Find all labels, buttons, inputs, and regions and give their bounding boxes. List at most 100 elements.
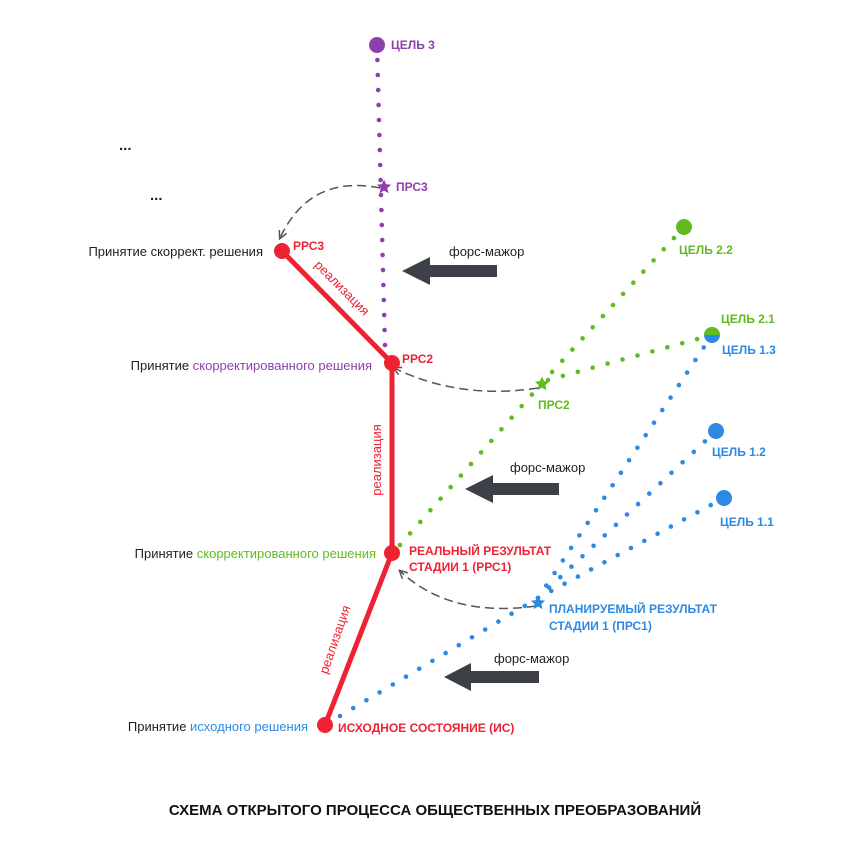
planned-prs2-label: ПРС2 <box>538 398 570 412</box>
trajectory-dot <box>529 392 535 397</box>
trajectory-dot <box>701 345 706 350</box>
trajectory-dot <box>610 483 615 488</box>
trajectory-dot <box>418 519 423 525</box>
trajectory-dot <box>522 603 528 609</box>
trajectory-dot <box>602 533 608 538</box>
trajectory-dot <box>591 543 596 549</box>
trajectory-dot <box>605 361 610 366</box>
trajectory-dot <box>665 345 670 350</box>
trajectory-dot <box>684 370 690 375</box>
trajectory-dot <box>643 432 648 438</box>
star-icon-prs1 <box>530 595 546 610</box>
trajectory-dot <box>580 554 585 559</box>
trajectory-dot <box>590 365 595 371</box>
trajectory-dot <box>624 512 630 517</box>
correction-arc-prs1 <box>400 571 537 610</box>
trajectory-dot <box>602 560 607 565</box>
trajectory-dot <box>626 457 632 463</box>
trajectory-dot <box>382 327 387 333</box>
trajectory-goal-3 <box>374 42 388 348</box>
trajectory-dot <box>458 473 464 478</box>
trajectory-dot <box>655 531 660 536</box>
node-rrs1 <box>384 545 400 561</box>
realization-label-2: реализация <box>369 424 384 495</box>
trajectory-dot <box>468 461 474 467</box>
trajectory-dot <box>377 132 382 138</box>
force-majeure-arrow-2 <box>465 475 559 503</box>
dotted-trajectories <box>337 42 727 719</box>
trajectory-dot <box>478 450 484 455</box>
force-majeure-label-2: форс-мажор <box>510 460 585 475</box>
star-icon-prs3 <box>376 179 392 194</box>
goal-2-2-label: ЦЕЛЬ 2.2 <box>679 243 733 257</box>
trajectory-dot <box>375 72 381 78</box>
trajectory-dot <box>438 496 443 502</box>
trajectory-dot <box>651 420 657 426</box>
trajectory-dot <box>635 501 641 507</box>
trajectory-dot <box>610 302 616 308</box>
trajectory-dot <box>469 635 475 640</box>
trajectory-dot <box>549 588 554 594</box>
trajectory-dot <box>509 415 514 421</box>
trajectory-dot <box>482 627 488 632</box>
trajectory-dot <box>691 449 697 455</box>
trajectory-dot <box>496 619 501 624</box>
trajectory-dot <box>377 690 382 695</box>
trajectory-dot <box>593 508 599 513</box>
goal-2-1-label: ЦЕЛЬ 2.1 <box>721 312 775 326</box>
trajectory-dot <box>379 222 385 228</box>
left-label-corrected-3: Принятие скоррект. решения <box>88 244 263 259</box>
goal-1-2-label: ЦЕЛЬ 1.2 <box>712 445 766 459</box>
trajectory-goal-1-2 <box>535 428 719 601</box>
trajectory-dot <box>575 574 581 579</box>
state-rrs1-label-line2: СТАДИИ 1 (РРС1) <box>409 560 511 574</box>
trajectory-dot <box>580 336 585 341</box>
trajectory-dot <box>337 713 343 719</box>
trajectory-dot <box>641 269 646 274</box>
trajectory-dot <box>489 438 494 444</box>
planned-prs1-label-line1: ПЛАНИРУЕМЫЙ РЕЗУЛЬТАТ <box>549 601 718 616</box>
trajectory-dot <box>631 280 636 286</box>
trajectory-dot <box>635 445 640 451</box>
trajectory-dot <box>693 357 698 363</box>
left-label-initial: Принятие исходного решения <box>128 719 308 734</box>
realized-path <box>280 249 395 726</box>
trajectory-dot <box>560 373 566 379</box>
trajectory-dot <box>375 57 380 63</box>
trajectory-dot <box>600 313 606 319</box>
trajectory-dot <box>602 495 607 501</box>
trajectory-dot <box>558 574 563 580</box>
trajectory-goal-1-3 <box>535 332 715 601</box>
trajectory-dot <box>416 666 422 672</box>
goal-2-2-dot <box>676 219 692 235</box>
trajectory-dot <box>379 237 385 243</box>
trajectory-dot <box>702 439 708 444</box>
trajectory-dot <box>575 369 581 375</box>
planned-prs1-label-line2: СТАДИИ 1 (ПРС1) <box>549 619 652 633</box>
trajectory-dot <box>448 484 454 490</box>
node-is <box>317 717 333 733</box>
left-label-corrected-1: Принятие скорректированного решения <box>135 546 376 561</box>
trajectory-dot <box>377 162 383 168</box>
trajectory-dot <box>378 177 383 183</box>
trajectory-dot <box>379 207 384 213</box>
star-icon-prs2 <box>534 376 550 391</box>
trajectory-dot <box>695 510 700 515</box>
trajectory-dot <box>669 470 674 476</box>
trajectory-dot <box>651 258 656 263</box>
trajectory-dot <box>628 545 634 551</box>
trajectory-dot <box>381 312 387 318</box>
trajectory-dot <box>377 147 383 153</box>
trajectory-dot <box>375 87 381 93</box>
trajectory-dot <box>577 533 582 538</box>
state-rrs1-label-line1: РЕАЛЬНЫЙ РЕЗУЛЬТАТ <box>409 543 552 558</box>
trajectory-dot <box>661 247 666 252</box>
force-majeure-label-1: форс-мажор <box>494 651 569 666</box>
trajectory-dot <box>570 347 575 352</box>
trajectory-dot <box>569 564 574 569</box>
trajectory-dot <box>585 520 590 526</box>
state-is-label: ИСХОДНОЕ СОСТОЯНИЕ (ИС) <box>338 721 514 735</box>
trajectory-dot <box>397 542 403 548</box>
planned-prs3-label: ПРС3 <box>396 180 428 194</box>
